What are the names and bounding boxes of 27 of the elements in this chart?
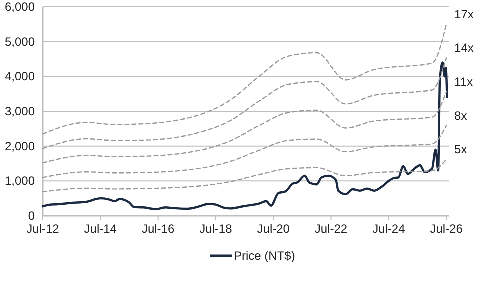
line-series (42, 62, 448, 210)
x-tick-label: Jul-12 (26, 222, 60, 236)
x-tick-label: Jul-14 (84, 222, 118, 236)
line-series (42, 91, 448, 164)
line-series (42, 125, 448, 178)
x-tick-label: Jul-24 (372, 222, 406, 236)
legend-label: Price (NT$) (234, 249, 296, 263)
line-series (42, 24, 448, 135)
series-label: 14x (454, 41, 474, 56)
x-tick-label: Jul-16 (142, 222, 175, 236)
x-tick-label: Jul-20 (257, 222, 290, 236)
y-tick-label: 2,000 (4, 139, 36, 154)
y-tick-label: 0 (28, 209, 36, 223)
line-series (42, 58, 448, 150)
x-tick-label: Jul-26 (430, 222, 464, 236)
x-tick-label: Jul-22 (314, 222, 348, 236)
series-label: 5x (454, 142, 468, 157)
y-tick-label: 3,000 (4, 104, 36, 118)
y-tick-label: 6,000 (4, 0, 36, 14)
series-label: 8x (454, 108, 468, 123)
series-label: 17x (454, 7, 474, 22)
y-tick-label: 1,000 (4, 174, 36, 188)
x-tick-label: Jul-18 (200, 222, 233, 236)
y-tick-label: 5,000 (4, 34, 36, 49)
series-label: 11x (454, 74, 474, 89)
y-tick-label: 4,000 (4, 70, 36, 84)
line-series (42, 158, 448, 193)
